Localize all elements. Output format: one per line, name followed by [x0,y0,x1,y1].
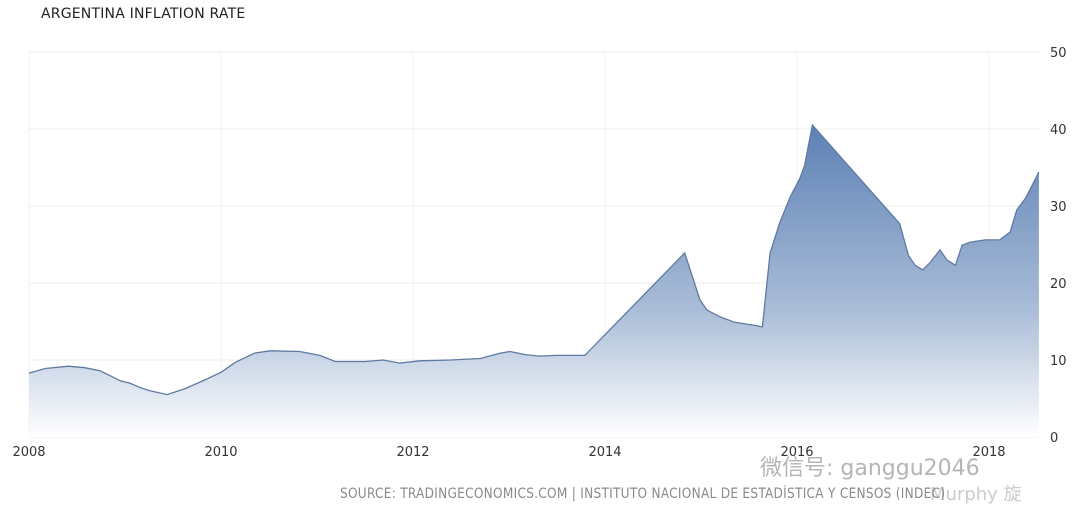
area-fill [29,125,1039,437]
y-tick-label: 40 [1050,123,1067,138]
x-tick-label: 2018 [972,445,1005,460]
x-tick-label: 2012 [396,445,429,460]
x-tick-label: 2016 [780,445,813,460]
y-tick-label: 30 [1050,200,1067,215]
source-note: SOURCE: TRADINGECONOMICS.COM | INSTITUTO… [340,486,946,502]
y-tick-label: 20 [1050,277,1067,292]
watermark: 微信号: ganggu2046 [760,456,980,481]
y-tick-label: 50 [1050,46,1067,61]
watermark-author: Murphy 旋 [930,484,1022,505]
x-tick-label: 2010 [204,445,237,460]
y-tick-label: 0 [1050,431,1058,446]
x-tick-label: 2014 [588,445,621,460]
x-tick-label: 2008 [12,445,45,460]
y-tick-label: 10 [1050,354,1067,369]
chart-title: ARGENTINA INFLATION RATE [41,6,246,22]
series-line [28,123,1040,396]
